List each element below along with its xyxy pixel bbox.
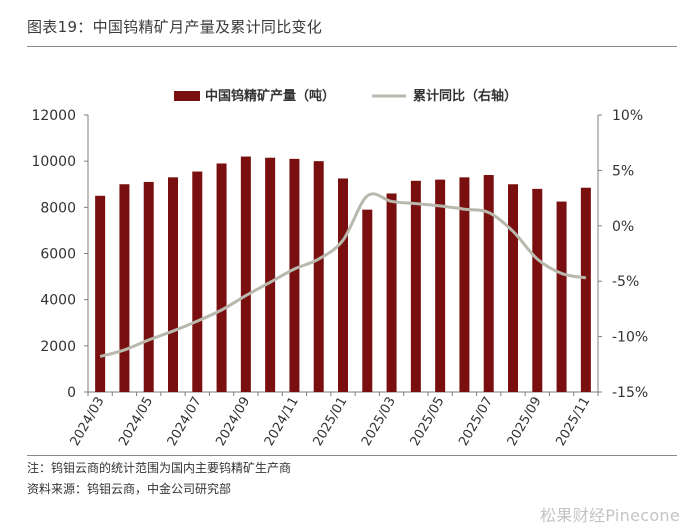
x-axis-tick-label: 2025/05 (408, 395, 448, 449)
right-axis-tick-label: -10% (612, 330, 648, 346)
bar-2024/06 (168, 177, 178, 392)
right-axis-tick-label: 10% (612, 108, 643, 124)
left-axis-tick-label: 8000 (40, 200, 76, 216)
bar-2025/02 (362, 209, 373, 392)
combo-chart: 中国钨精矿产量（吨） 累计同比（右轴） 0 2000 4000 6000 8000 100… (31, 88, 648, 449)
right-axis-tick-label: 0% (612, 219, 634, 235)
bar-2025/05 (435, 179, 446, 392)
bar-2025/09 (532, 188, 543, 392)
bar-2024/12 (313, 161, 324, 392)
bar-2024/11 (289, 158, 300, 392)
bar-2024/03 (95, 195, 106, 392)
x-axis-tick-label: 2024/11 (262, 395, 302, 449)
x-axis-tick-label: 2024/03 (68, 395, 108, 449)
right-axis-tick-label: 5% (612, 163, 634, 179)
bar-2025/03 (386, 193, 397, 392)
bar-2025/04 (410, 180, 421, 392)
title-divider (27, 46, 677, 47)
x-axis-tick-label: 2025/03 (359, 395, 399, 449)
x-axis-tick-label: 2024/05 (116, 395, 156, 449)
x-axis-tick-label: 2025/07 (456, 395, 496, 449)
watermark: 松果财经Pinecone (540, 506, 680, 525)
legend-swatch-bars (174, 91, 200, 101)
bar-2025/11 (580, 187, 591, 392)
bar-2024/10 (265, 157, 276, 392)
bar-2024/05 (143, 181, 154, 392)
x-axis-tick-label: 2024/09 (213, 395, 253, 449)
left-axis-tick-label: 12000 (31, 108, 76, 124)
left-axis-tick-label: 10000 (31, 154, 76, 170)
line-series (99, 192, 587, 358)
figure-title: 图表19：中国钨精矿月产量及累计同比变化 (27, 18, 323, 36)
bar-2025/06 (459, 177, 470, 392)
bar-2025/01 (338, 178, 348, 392)
bar-2025/08 (508, 184, 518, 392)
right-axis-tick-label: -5% (612, 274, 639, 290)
bar-2024/04 (119, 184, 130, 392)
bar-2024/08 (216, 163, 227, 392)
chart-legend: 中国钨精矿产量（吨） 累计同比（右轴） (174, 88, 517, 104)
left-axis-tick-label: 0 (67, 385, 76, 401)
bar-2024/07 (192, 171, 203, 392)
left-axis-tick-label: 4000 (40, 293, 76, 309)
bar-2025/07 (483, 175, 494, 392)
x-axis-tick-label: 2025/01 (310, 395, 350, 449)
legend-label-line: 累计同比（右轴） (413, 88, 517, 104)
x-axis-labels: 2024/03 2024/05 2024/07 2024/09 2024/11 2025/… (68, 395, 594, 449)
left-axis-tick-label: 2000 (40, 339, 76, 355)
legend-label-bars: 中国钨精矿产量（吨） (205, 88, 335, 104)
bar-2025/10 (556, 201, 567, 392)
bar-2024/09 (240, 156, 251, 392)
footer-divider (27, 455, 677, 456)
left-axis-tick-label: 6000 (40, 247, 76, 263)
x-axis-tick-label: 2025/11 (553, 395, 593, 449)
x-axis-tick-label: 2024/07 (165, 395, 205, 449)
bar-series (95, 156, 591, 392)
right-axis-tick-label: -15% (612, 385, 648, 401)
x-axis-tick-label: 2025/09 (505, 395, 545, 449)
source-note: 资料来源：钨钼云商，中金公司研究部 (27, 482, 232, 496)
chart-note: 注：钨钼云商的统计范围为国内主要钨精矿生产商 (27, 461, 292, 475)
